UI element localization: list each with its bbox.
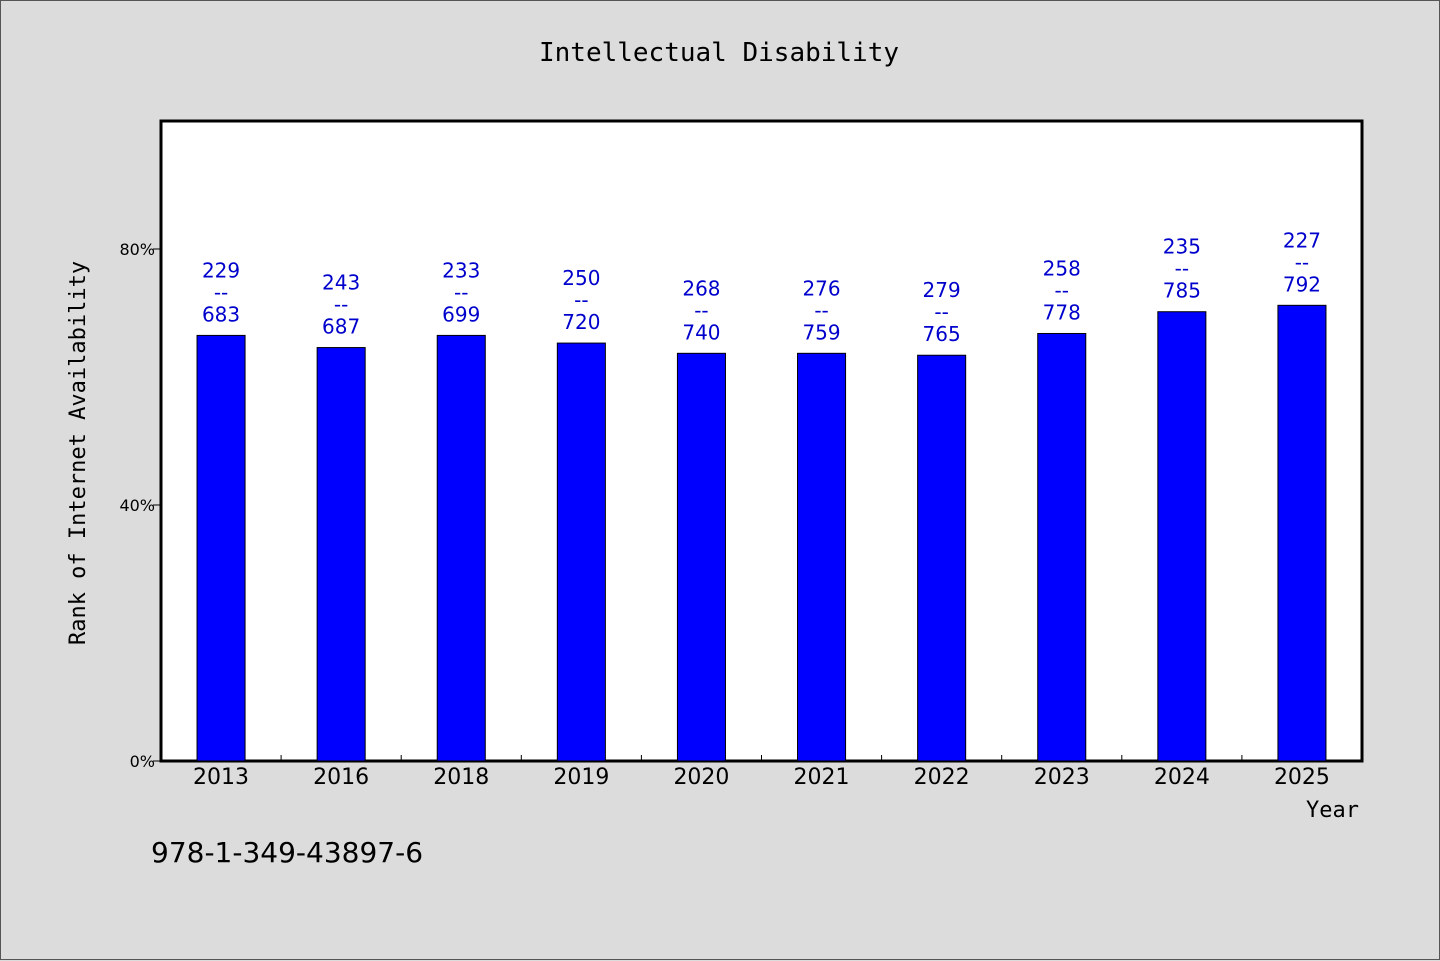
data-label-2018-2: 699 — [442, 302, 480, 326]
y-tick-label-0: 0% — [130, 752, 155, 771]
x-axis: 2013 2016 2018 2019 2020 2021 2022 2023 2024 2025 — [193, 755, 1330, 790]
x-tick-label-2020: 2020 — [673, 765, 729, 790]
data-label-2023-2: 778 — [1043, 300, 1081, 324]
data-label-2013-1: -- — [214, 280, 228, 304]
isbn-text: 978-1-349-43897-6 — [151, 836, 424, 869]
data-label-2025-0: 227 — [1283, 228, 1321, 252]
data-label-2013-0: 229 — [202, 258, 240, 282]
data-label-2020-2: 740 — [682, 320, 720, 344]
bar-2016 — [316, 347, 366, 762]
data-label-2023-1: -- — [1055, 278, 1069, 302]
data-label-2018-1: -- — [454, 280, 468, 304]
data-label-2025-2: 792 — [1283, 272, 1321, 296]
x-tick-label-2021: 2021 — [794, 765, 850, 790]
data-label-2019-1: -- — [574, 288, 588, 312]
bar-2021 — [797, 352, 847, 762]
data-label-2022-0: 279 — [923, 278, 961, 302]
x-tick-label-2016: 2016 — [313, 765, 369, 790]
y-axis-label: Rank of Internet Availability — [66, 261, 91, 645]
data-label-2018-0: 233 — [442, 258, 480, 282]
data-label-2021-0: 276 — [802, 276, 840, 300]
x-tick-label-2013: 2013 — [193, 765, 249, 790]
bar-2013 — [196, 334, 246, 762]
bar-2019 — [556, 342, 606, 762]
bar-2018 — [436, 334, 486, 762]
chart-title: Intellectual Disability — [539, 38, 899, 68]
bar-2024 — [1157, 311, 1207, 762]
bar-2023 — [1037, 332, 1087, 762]
x-tick-label-2022: 2022 — [914, 765, 970, 790]
bar-2020 — [676, 352, 726, 762]
data-label-2022-2: 765 — [923, 322, 961, 346]
x-tick-label-2025: 2025 — [1274, 765, 1330, 790]
data-label-2013-2: 683 — [202, 302, 240, 326]
data-label-2023-0: 258 — [1043, 256, 1081, 280]
data-label-2020-1: -- — [694, 298, 708, 322]
y-tick-label-40: 40% — [119, 496, 155, 515]
data-label-2025-1: -- — [1295, 250, 1309, 274]
data-label-2021-2: 759 — [802, 320, 840, 344]
y-axis: 0% 40% 80% — [119, 240, 161, 771]
x-tick-label-2019: 2019 — [553, 765, 609, 790]
data-label-2024-1: -- — [1175, 257, 1189, 281]
x-tick-label-2018: 2018 — [433, 765, 489, 790]
data-label-2016-1: -- — [334, 293, 348, 317]
data-label-2020-0: 268 — [682, 276, 720, 300]
bars-group — [196, 304, 1327, 762]
data-label-2024-2: 785 — [1163, 279, 1201, 303]
bar-2025 — [1277, 304, 1327, 762]
x-tick-label-2023: 2023 — [1034, 765, 1090, 790]
data-label-2016-0: 243 — [322, 271, 360, 295]
data-label-2024-0: 235 — [1163, 235, 1201, 259]
data-label-2019-0: 250 — [562, 266, 600, 290]
data-label-2022-1: -- — [934, 300, 948, 324]
data-label-2016-2: 687 — [322, 315, 360, 339]
y-tick-label-80: 80% — [119, 240, 155, 259]
bar-2022 — [917, 354, 967, 762]
x-axis-label: Year — [1306, 798, 1359, 823]
data-label-2021-1: -- — [814, 298, 828, 322]
data-label-2019-2: 720 — [562, 310, 600, 334]
x-tick-label-2024: 2024 — [1154, 765, 1210, 790]
data-labels-group: 229--683243--687233--699250--720268--740… — [202, 228, 1321, 346]
